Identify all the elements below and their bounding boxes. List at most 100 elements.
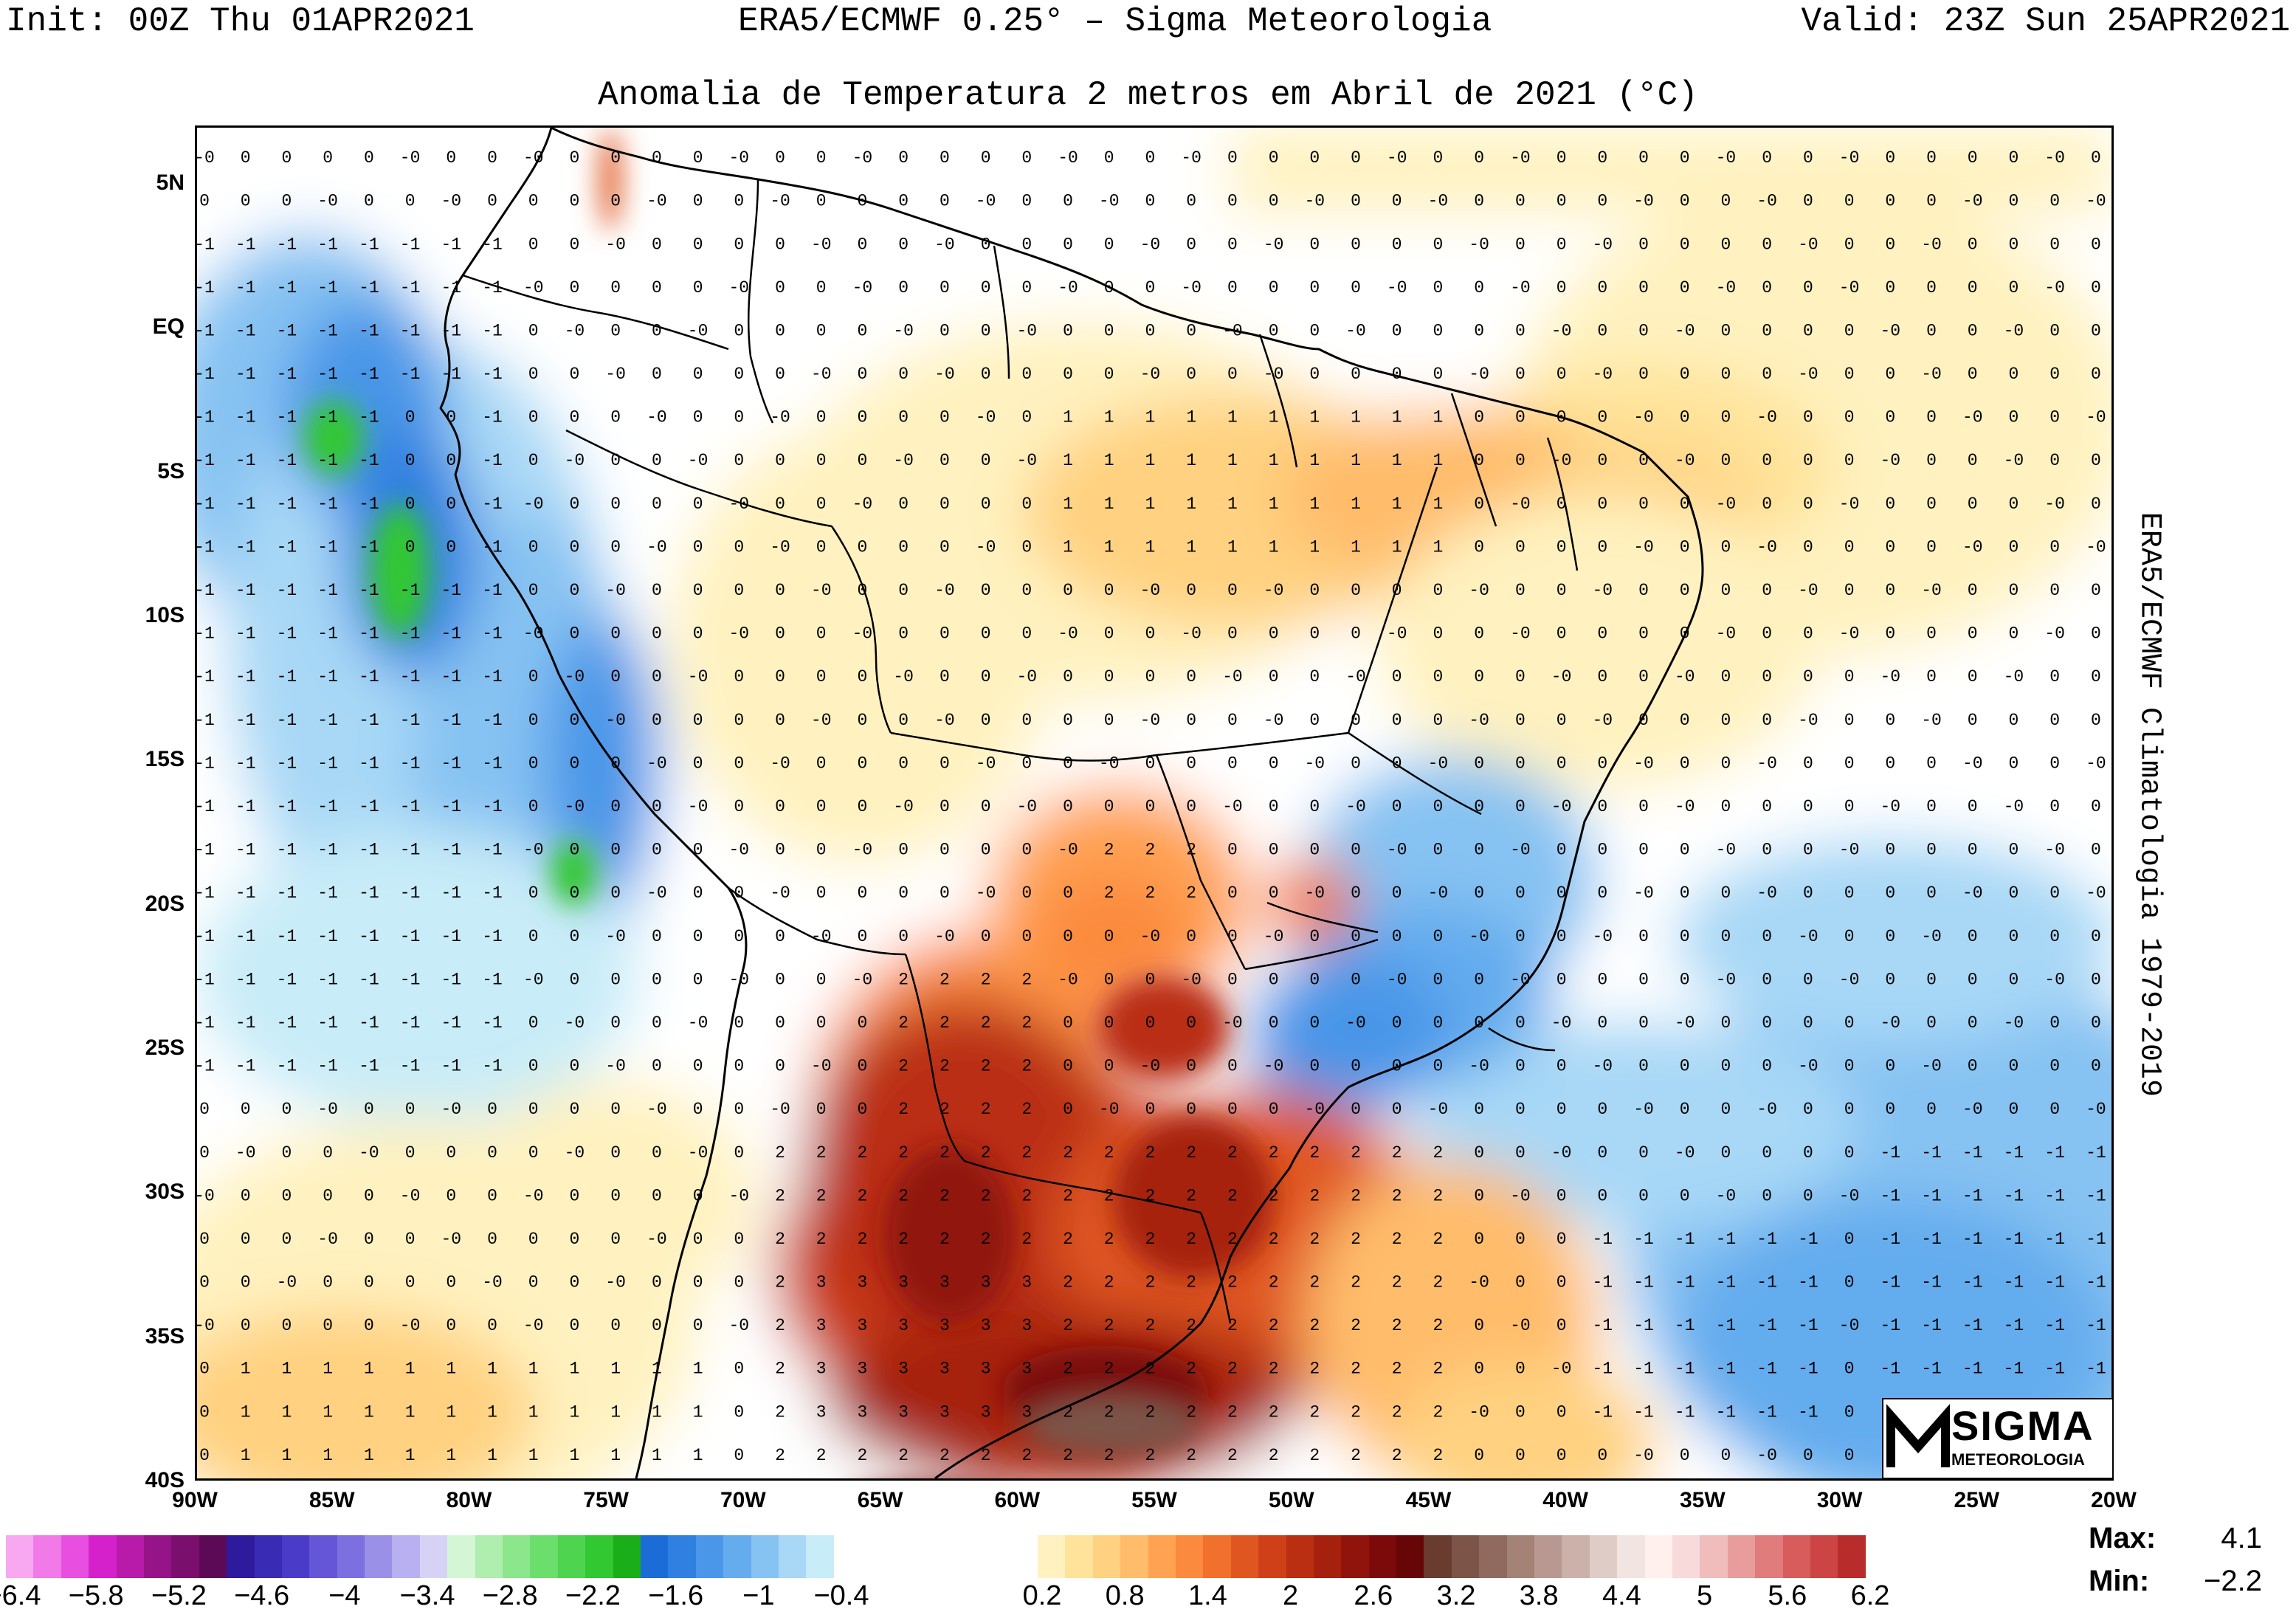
- grid-anomaly-value: -0: [1551, 797, 1572, 816]
- grid-anomaly-value: 0: [1392, 711, 1402, 730]
- grid-anomaly-value: 0: [1474, 1446, 1484, 1465]
- grid-anomaly-value: 0: [1597, 278, 1607, 297]
- grid-anomaly-value: -1: [277, 667, 297, 686]
- grid-anomaly-value: -0: [523, 1316, 544, 1335]
- grid-anomaly-value: -1: [359, 1057, 379, 1076]
- colorbar-tick-label: −4: [328, 1580, 361, 1611]
- grid-anomaly-value: 1: [1145, 537, 1155, 557]
- grid-anomaly-value: 0: [1227, 754, 1238, 773]
- grid-anomaly-value: 0: [569, 278, 579, 297]
- grid-anomaly-value: -1: [2004, 1273, 2024, 1292]
- grid-anomaly-value: 0: [898, 408, 909, 427]
- grid-anomaly-value: -1: [482, 884, 503, 903]
- grid-anomaly-value: -0: [1099, 1100, 1120, 1119]
- grid-anomaly-value: 0: [2091, 235, 2101, 254]
- grid-anomaly-value: -0: [523, 148, 544, 168]
- grid-anomaly-value: 2: [1104, 1446, 1114, 1465]
- grid-anomaly-value: -1: [317, 1013, 338, 1033]
- colorbar-swatch: [1313, 1535, 1342, 1578]
- lon-label: 25W: [1954, 1488, 2000, 1512]
- grid-anomaly-value: -0: [1058, 148, 1078, 168]
- colorbar-swatch: [1810, 1535, 1838, 1578]
- grid-anomaly-value: 2: [1351, 1143, 1361, 1162]
- grid-anomaly-value: -1: [441, 321, 461, 340]
- grid-anomaly-value: 0: [405, 451, 416, 470]
- grid-anomaly-value: 0: [857, 711, 867, 730]
- grid-anomaly-value: 0: [1474, 970, 1484, 989]
- colorbar-tick-label: 5.6: [1768, 1580, 1807, 1611]
- grid-anomaly-value: 0: [1556, 581, 1567, 600]
- grid-anomaly-value: -1: [400, 365, 421, 384]
- grid-anomaly-value: 1: [610, 1402, 621, 1422]
- colorbar-tick-label: 6.2: [1850, 1580, 1890, 1611]
- grid-anomaly-value: -0: [1510, 278, 1531, 297]
- grid-anomaly-value: 0: [1227, 711, 1238, 730]
- grid-anomaly-value: 0: [1351, 278, 1361, 297]
- grid-anomaly-value: 2: [1104, 841, 1114, 860]
- grid-anomaly-value: 0: [1803, 884, 1813, 903]
- grid-anomaly-value: 0: [610, 1100, 621, 1119]
- grid-anomaly-value: 2: [1063, 1230, 1073, 1249]
- grid-anomaly-value: 0: [2049, 365, 2060, 384]
- grid-anomaly-value: -0: [2004, 1013, 2024, 1033]
- grid-anomaly-value: -1: [441, 970, 461, 989]
- grid-anomaly-value: 0: [857, 1013, 867, 1033]
- grid-anomaly-value: 0: [1597, 1143, 1607, 1162]
- grid-anomaly-value: 3: [981, 1402, 991, 1422]
- grid-anomaly-value: -0: [1469, 1402, 1489, 1422]
- grid-anomaly-value: 1: [1351, 451, 1361, 470]
- colorbar-swatch: [116, 1535, 144, 1578]
- grid-anomaly-value: 0: [1680, 927, 1690, 946]
- grid-anomaly-value: 0: [1803, 148, 1813, 168]
- grid-anomaly-value: 0: [1474, 278, 1484, 297]
- grid-anomaly-value: -1: [2086, 1186, 2106, 1205]
- grid-anomaly-value: 0: [1556, 970, 1567, 989]
- grid-anomaly-value: 0: [610, 970, 621, 989]
- colorbar-swatch: [33, 1535, 61, 1578]
- grid-anomaly-value: 0: [940, 754, 950, 773]
- grid-anomaly-value: -1: [277, 711, 297, 730]
- colorbar-swatch: [475, 1535, 503, 1578]
- grid-anomaly-value: 0: [1433, 321, 1443, 340]
- grid-anomaly-value: 0: [1803, 451, 1813, 470]
- colorbar-swatch: [778, 1535, 807, 1578]
- grid-anomaly-value: -0: [1839, 148, 1860, 168]
- grid-anomaly-value: 2: [1104, 1360, 1114, 1379]
- map-title: Anomalia de Temperatura 2 metros em Abri…: [598, 76, 1698, 114]
- colorbar-tick-label: 0.8: [1105, 1580, 1145, 1611]
- grid-anomaly-value: 0: [1844, 451, 1855, 470]
- grid-anomaly-value: 0: [816, 1013, 827, 1033]
- grid-anomaly-value: -1: [1716, 1360, 1737, 1379]
- grid-anomaly-value: 0: [940, 841, 950, 860]
- grid-anomaly-value: 1: [569, 1402, 579, 1422]
- grid-anomaly-value: 0: [1021, 278, 1032, 297]
- grid-anomaly-value: 1: [1227, 537, 1238, 557]
- grid-anomaly-value: 0: [364, 1316, 374, 1335]
- grid-anomaly-value: 0: [1104, 1013, 1114, 1033]
- grid-anomaly-value: 3: [898, 1360, 909, 1379]
- grid-anomaly-value: -0: [1921, 1057, 1942, 1076]
- grid-anomaly-value: 0: [775, 581, 785, 600]
- grid-anomaly-value: 0: [1968, 581, 1978, 600]
- grid-anomaly-value: -0: [1016, 321, 1037, 340]
- colorbar-swatch: [1644, 1535, 1672, 1578]
- grid-anomaly-value: -0: [728, 1316, 749, 1335]
- grid-anomaly-value: 0: [1597, 537, 1607, 557]
- grid-anomaly-value: 0: [1063, 321, 1073, 340]
- grid-anomaly-value: 0: [1762, 235, 1772, 254]
- grid-anomaly-value: 0: [1680, 624, 1690, 644]
- map-panel: -0 0 0 0 0 -0 0 0 -0 0 0 0 0 -0 0 0 -0 0 0 0 0 -0 0 0 -0 0 0 0 0 -0 0 0…: [195, 125, 2114, 1481]
- grid-anomaly-value: 0: [898, 581, 909, 600]
- lon-label: 90W: [172, 1488, 218, 1512]
- grid-anomaly-value: -0: [605, 711, 626, 730]
- grid-anomaly-value: 0: [1351, 1057, 1361, 1076]
- grid-anomaly-value: 0: [2008, 278, 2019, 297]
- grid-anomaly-value: 1: [1309, 451, 1320, 470]
- grid-anomaly-value: -1: [277, 970, 297, 989]
- grid-anomaly-value: 0: [528, 235, 539, 254]
- grid-anomaly-value: -0: [893, 451, 914, 470]
- grid-anomaly-value: 0: [1720, 321, 1731, 340]
- grid-anomaly-value: 3: [1021, 1316, 1032, 1335]
- grid-anomaly-value: 0: [1597, 192, 1607, 211]
- grid-anomaly-value: 0: [528, 1013, 539, 1033]
